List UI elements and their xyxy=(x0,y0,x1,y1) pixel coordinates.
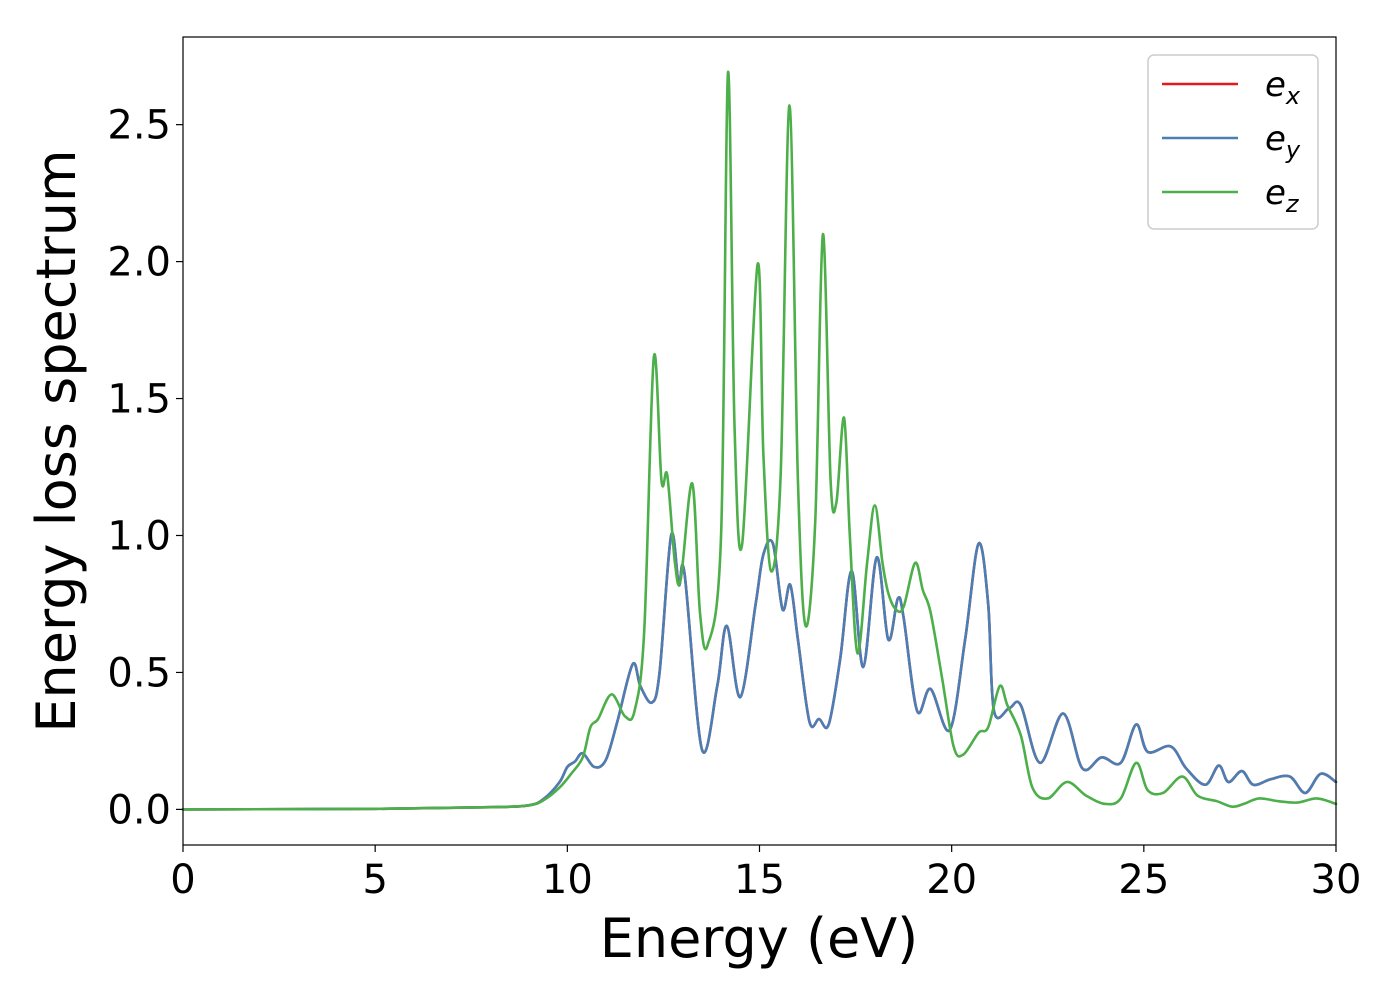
plot-background xyxy=(183,37,1336,845)
series-line-e-y xyxy=(181,531,1338,811)
x-tick-label: 15 xyxy=(734,857,785,903)
y-tick-label: 0.0 xyxy=(107,787,171,833)
y-tick-label: 1.5 xyxy=(107,377,171,423)
x-tick-label: 20 xyxy=(926,857,977,903)
x-tick-label: 0 xyxy=(170,857,195,903)
y-tick-label: 1.0 xyxy=(107,513,171,559)
y-tick-label: 2.0 xyxy=(107,240,171,286)
x-tick-label: 10 xyxy=(542,857,593,903)
y-axis-title: Energy loss spectrum xyxy=(25,149,88,732)
legend-box xyxy=(1147,54,1319,230)
series-line-e-z xyxy=(181,70,1338,811)
x-axis-title: Energy (eV) xyxy=(600,907,919,970)
y-tick-label: 2.5 xyxy=(107,103,171,149)
series-lines xyxy=(181,70,1338,811)
axis-ticks: 0 5 10 15 20 25 30 0.0 0.5 1.0 1.5 2.0 2.5 xyxy=(107,103,1361,903)
x-tick-label: 25 xyxy=(1118,857,1169,903)
x-tick-label: 30 xyxy=(1311,857,1362,903)
x-tick-label: 5 xyxy=(362,857,387,903)
y-tick-label: 0.5 xyxy=(107,650,171,696)
